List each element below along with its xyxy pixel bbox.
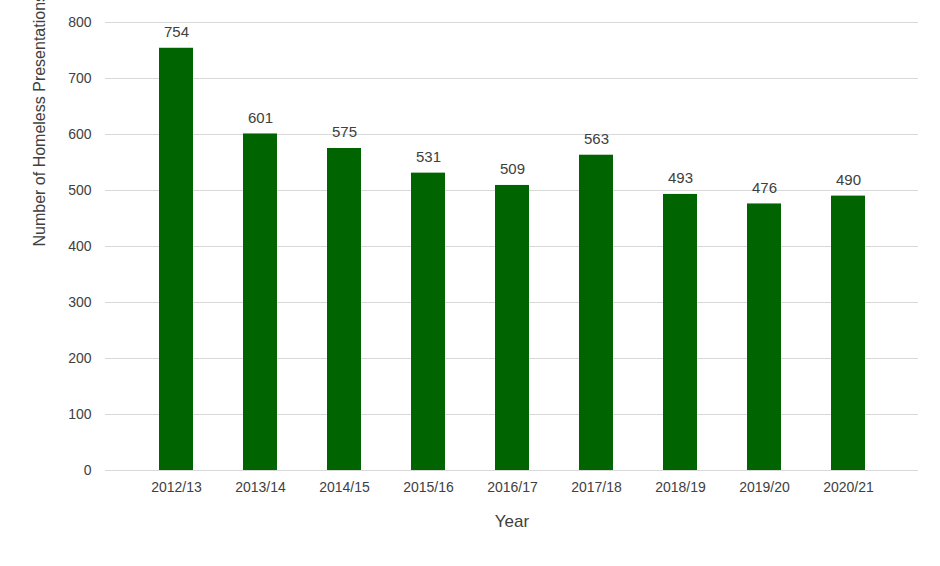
svg-text:600: 600 (68, 126, 92, 142)
svg-text:800: 800 (68, 14, 92, 30)
svg-text:2016/17: 2016/17 (487, 479, 538, 495)
svg-text:2015/16: 2015/16 (403, 479, 454, 495)
svg-text:2013/14: 2013/14 (235, 479, 286, 495)
svg-text:Year: Year (495, 512, 530, 531)
svg-text:601: 601 (248, 109, 273, 126)
svg-text:563: 563 (584, 130, 609, 147)
svg-text:0: 0 (84, 462, 92, 478)
svg-text:400: 400 (68, 238, 92, 254)
svg-text:100: 100 (68, 406, 92, 422)
svg-text:490: 490 (836, 171, 861, 188)
svg-text:500: 500 (68, 182, 92, 198)
svg-text:493: 493 (668, 169, 693, 186)
svg-text:575: 575 (332, 123, 357, 140)
svg-text:754: 754 (164, 23, 189, 40)
svg-text:200: 200 (68, 350, 92, 366)
svg-text:2012/13: 2012/13 (151, 479, 202, 495)
svg-text:2020/21: 2020/21 (823, 479, 874, 495)
svg-text:531: 531 (416, 148, 441, 165)
svg-text:300: 300 (68, 294, 92, 310)
svg-text:2017/18: 2017/18 (571, 479, 622, 495)
svg-text:509: 509 (500, 160, 525, 177)
svg-text:2019/20: 2019/20 (739, 479, 790, 495)
svg-text:2018/19: 2018/19 (655, 479, 706, 495)
svg-text:700: 700 (68, 70, 92, 86)
svg-text:476: 476 (752, 179, 777, 196)
svg-text:Number of Homeless Presentatio: Number of Homeless Presentations (31, 0, 48, 247)
svg-text:2014/15: 2014/15 (319, 479, 370, 495)
